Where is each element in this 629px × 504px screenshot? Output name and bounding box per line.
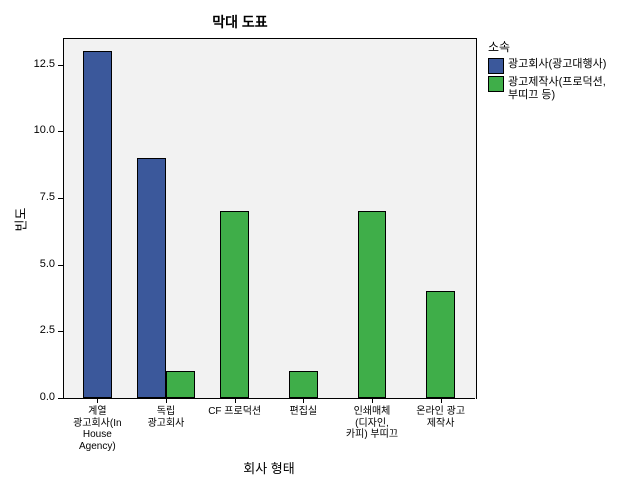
ytick-label: 5.0 — [15, 258, 55, 270]
ytick-label: 12.5 — [15, 58, 55, 70]
bar — [289, 371, 318, 398]
x-axis-line — [63, 398, 475, 399]
ytick-label: 10.0 — [15, 124, 55, 136]
legend-title: 소속 — [488, 38, 510, 55]
xtick-label: 인쇄매체(디자인,카피) 부띠끄 — [338, 406, 407, 441]
xtick-label: 독립광고회사 — [132, 406, 201, 429]
plot-area — [63, 38, 477, 399]
bar — [220, 211, 249, 398]
x-axis-label: 회사 형태 — [63, 458, 475, 477]
xtick-label: 계열광고회사(InHouseAgency) — [63, 406, 132, 452]
legend-label: 광고제작사(프로덕션,부띠끄 등) — [508, 76, 606, 102]
legend-item: 광고회사(광고대행사) — [488, 58, 623, 74]
bar — [426, 291, 455, 398]
legend-swatch — [488, 76, 504, 92]
chart-title: 막대 도표 — [0, 12, 480, 32]
ytick-mark — [58, 265, 63, 266]
ytick-label: 0.0 — [15, 391, 55, 403]
ytick-label: 2.5 — [15, 324, 55, 336]
xtick-label: CF 프로덕션 — [200, 406, 269, 418]
xtick-label: 온라인 광고제작사 — [406, 406, 475, 429]
ytick-mark — [58, 198, 63, 199]
ytick-mark — [58, 331, 63, 332]
ytick-label: 7.5 — [15, 191, 55, 203]
legend-label: 광고회사(광고대행사) — [508, 58, 606, 71]
chart-container: 막대 도표 빈도 회사 형태 0.0 2.5 5.0 7.5 10.0 12.5 계열광고… — [0, 0, 629, 504]
bar — [358, 211, 387, 398]
ytick-mark — [58, 65, 63, 66]
y-axis-label: 빈도 — [10, 208, 29, 232]
bar — [137, 158, 166, 398]
ytick-mark — [58, 131, 63, 132]
bar — [166, 371, 195, 398]
bar — [83, 51, 112, 398]
xtick-label: 편집실 — [269, 406, 338, 418]
legend-swatch — [488, 58, 504, 74]
legend-item: 광고제작사(프로덕션,부띠끄 등) — [488, 76, 623, 102]
